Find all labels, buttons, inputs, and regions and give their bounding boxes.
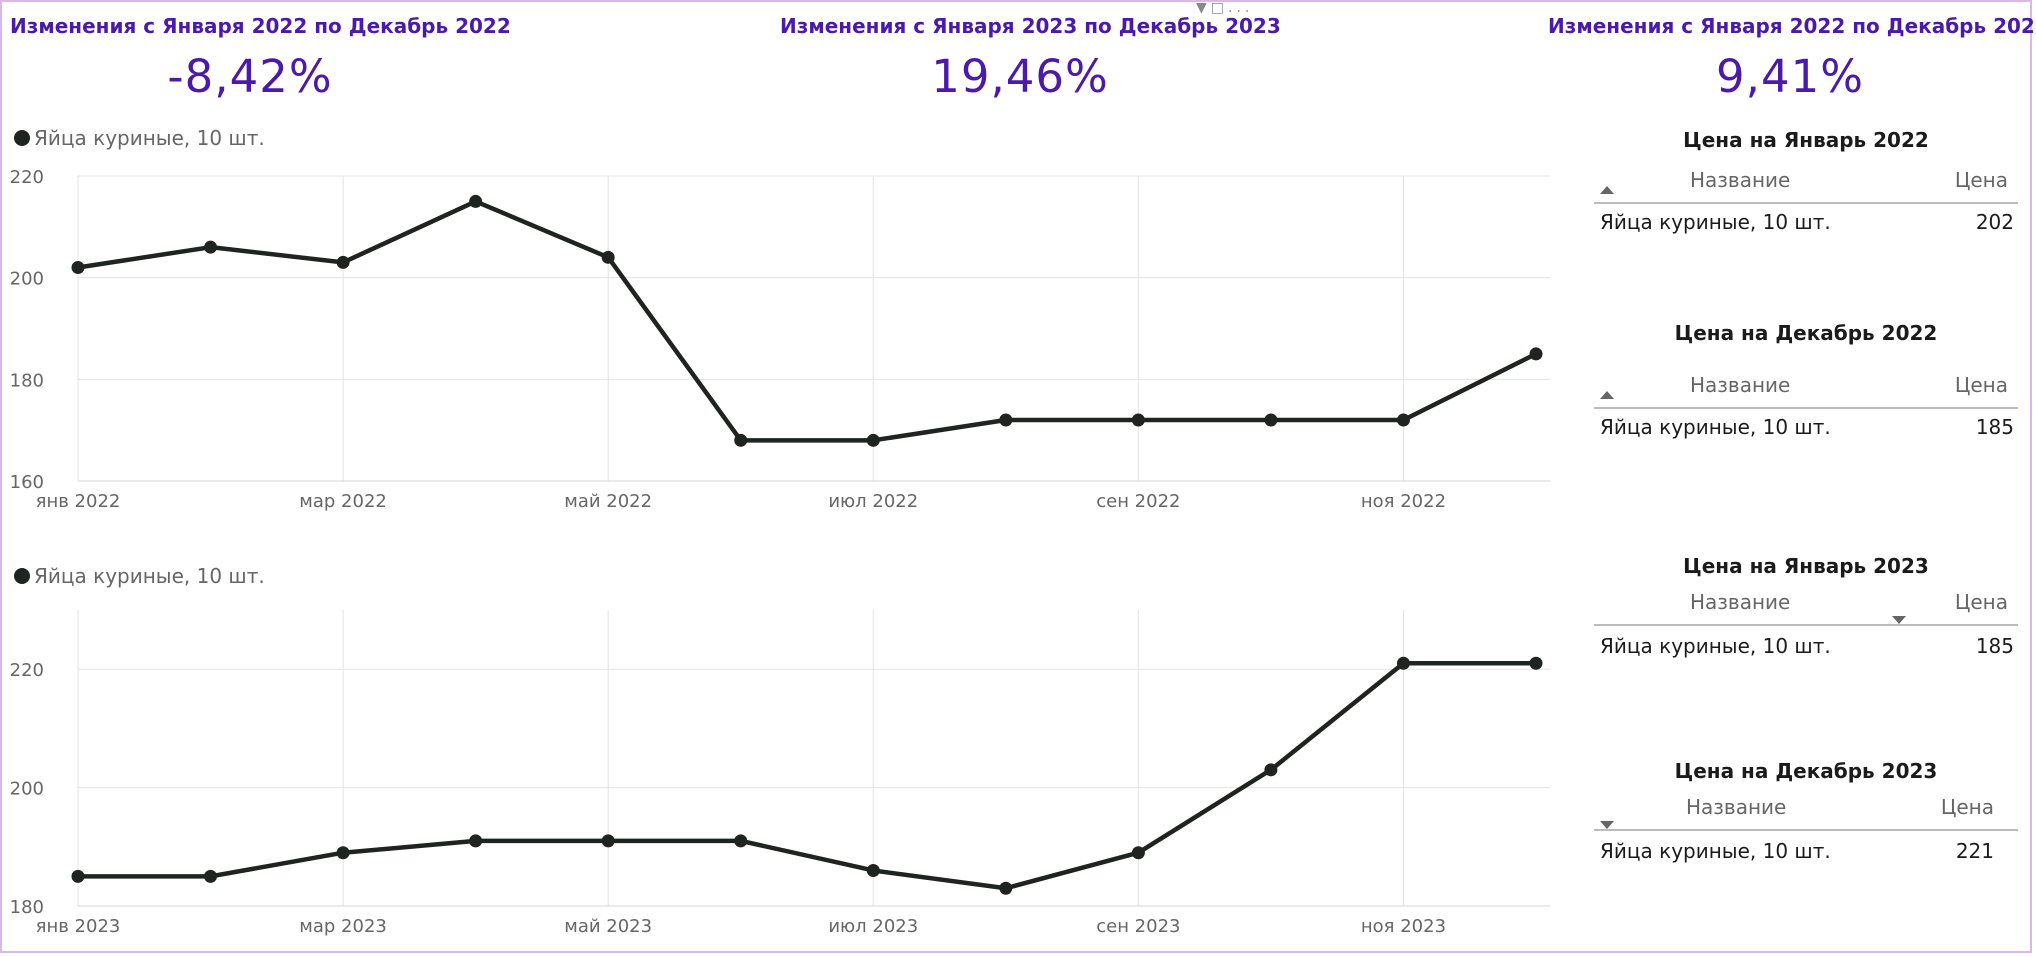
line-chart-2022[interactable]: 160 180 200 220 янв 2022 мар 2022 май 2022 июл … (0, 150, 1560, 520)
column-header-name[interactable]: Название (1686, 795, 1787, 819)
kpi-value: -8,42% (167, 50, 333, 103)
kpi-card-2022-2023[interactable]: Изменения с Января 2022 по Декабрь 2023 … (1548, 14, 2036, 103)
legend-label: Яйца куриные, 10 шт. (34, 126, 265, 150)
legend-label: Яйца куриные, 10 шт. (34, 564, 265, 588)
data-point (1264, 413, 1278, 427)
column-header-price[interactable]: Цена (1954, 373, 2008, 397)
column-header-name[interactable]: Название (1690, 590, 1791, 614)
data-point (601, 250, 615, 264)
x-tick-label: май 2022 (564, 491, 652, 512)
kpi-card-2022[interactable]: Изменения с Января 2022 по Декабрь 2022 … (10, 14, 511, 103)
kpi-title: Изменения с Января 2022 по Декабрь 2022 (10, 14, 511, 38)
data-point (204, 240, 218, 254)
chart-legend-2023[interactable]: Яйца куриные, 10 шт. (14, 564, 265, 588)
data-point (71, 261, 85, 274)
kpi-card-2023[interactable]: Изменения с Января 2023 по Декабрь 2023 … (780, 14, 1281, 103)
data-point (1264, 763, 1278, 777)
y-tick-label: 160 (10, 472, 44, 493)
data-point (734, 834, 748, 848)
data-point (1529, 656, 1543, 670)
sort-ascending-icon[interactable] (1600, 186, 1614, 194)
cell-name: Яйца куриные, 10 шт. (1600, 839, 1831, 863)
kpi-value: 19,46% (931, 50, 1109, 103)
data-point (1131, 846, 1145, 860)
cell-price: 185 (1975, 415, 2014, 439)
sort-ascending-icon[interactable] (1600, 391, 1614, 399)
data-point (866, 433, 880, 447)
cell-price: 221 (1955, 839, 1994, 863)
data-point (866, 863, 880, 877)
y-tick-label: 220 (10, 167, 44, 188)
table-header: Название Цена (1594, 590, 2018, 626)
table-header: Название Цена (1594, 168, 2018, 204)
kpi-title: Изменения с Января 2022 по Декабрь 2023 (1548, 14, 2036, 38)
x-tick-label: янв 2022 (36, 491, 121, 512)
data-point (999, 413, 1013, 427)
filter-icon[interactable]: ▼ (1196, 0, 1211, 16)
series-line (77, 199, 1538, 443)
table-title: Цена на Январь 2023 (1683, 554, 1929, 578)
price-table-dec-2023[interactable]: Цена на Декабрь 2023 Название Цена Яйца … (1594, 759, 2018, 879)
y-tick-label: 200 (10, 779, 44, 800)
x-tick-label: сен 2022 (1096, 491, 1180, 512)
table-title: Цена на Декабрь 2022 (1674, 321, 1938, 345)
data-point (469, 194, 483, 208)
cell-name: Яйца куриные, 10 шт. (1600, 634, 1831, 658)
data-point (336, 846, 350, 860)
legend-marker (14, 130, 30, 146)
data-point (1131, 413, 1145, 427)
y-tick-label: 200 (10, 269, 44, 290)
series-line (78, 661, 1536, 891)
kpi-value: 9,41% (1716, 50, 1864, 103)
table-header: Название Цена (1594, 373, 2018, 409)
x-tick-label: ноя 2022 (1361, 491, 1446, 512)
x-tick-label: мар 2022 (299, 491, 387, 512)
more-options-icon[interactable]: ... (1228, 0, 1254, 16)
y-tick-label: 180 (10, 897, 44, 918)
data-point (1396, 656, 1410, 670)
data-point (734, 433, 748, 447)
price-table-jan-2023[interactable]: Цена на Январь 2023 Название Цена Яйца к… (1594, 554, 2018, 674)
data-point (999, 881, 1013, 895)
cell-price: 202 (1975, 210, 2014, 234)
cell-price: 185 (1975, 634, 2014, 658)
line-chart-2023[interactable]: 180 200 220 янв 2023 мар 2023 май 2023 июл 202… (0, 590, 1560, 950)
kpi-title: Изменения с Января 2023 по Декабрь 2023 (780, 14, 1281, 38)
data-point (1396, 413, 1410, 427)
cell-name: Яйца куриные, 10 шт. (1600, 210, 1831, 234)
table-title: Цена на Январь 2022 (1683, 128, 1929, 152)
x-tick-label: мар 2023 (299, 916, 387, 937)
x-tick-label: май 2023 (564, 916, 652, 937)
x-tick-label: янв 2023 (36, 916, 121, 937)
y-tick-label: 220 (10, 660, 44, 681)
sort-descending-icon[interactable] (1892, 616, 1906, 624)
x-tick-label: июл 2022 (828, 491, 918, 512)
data-point (469, 834, 483, 848)
visual-header-toolbar: ▼□... (1196, 0, 1253, 16)
table-header: Название Цена (1594, 795, 2018, 831)
chart-legend-2022[interactable]: Яйца куриные, 10 шт. (14, 126, 265, 150)
focus-mode-icon[interactable]: □ (1210, 0, 1229, 16)
column-header-price[interactable]: Цена (1954, 590, 2008, 614)
table-title: Цена на Декабрь 2023 (1674, 759, 1938, 783)
x-tick-label: июл 2023 (828, 916, 918, 937)
legend-marker (14, 568, 30, 584)
data-point (71, 869, 85, 883)
column-header-name[interactable]: Название (1690, 373, 1791, 397)
data-point (601, 834, 615, 848)
price-table-dec-2022[interactable]: Цена на Декабрь 2022 Название Цена Яйца … (1594, 321, 2018, 441)
x-tick-label: сен 2023 (1096, 916, 1180, 937)
column-header-price[interactable]: Цена (1954, 168, 2008, 192)
data-point (204, 869, 218, 883)
column-header-price[interactable]: Цена (1940, 795, 1994, 819)
x-tick-label: ноя 2023 (1361, 916, 1446, 937)
sort-descending-icon[interactable] (1600, 821, 1614, 829)
column-header-name[interactable]: Название (1690, 168, 1791, 192)
price-table-jan-2022[interactable]: Цена на Январь 2022 Название Цена Яйца к… (1594, 128, 2018, 248)
data-point (336, 255, 350, 269)
cell-name: Яйца куриные, 10 шт. (1600, 415, 1831, 439)
y-tick-label: 180 (10, 370, 44, 391)
data-point (1529, 347, 1543, 361)
